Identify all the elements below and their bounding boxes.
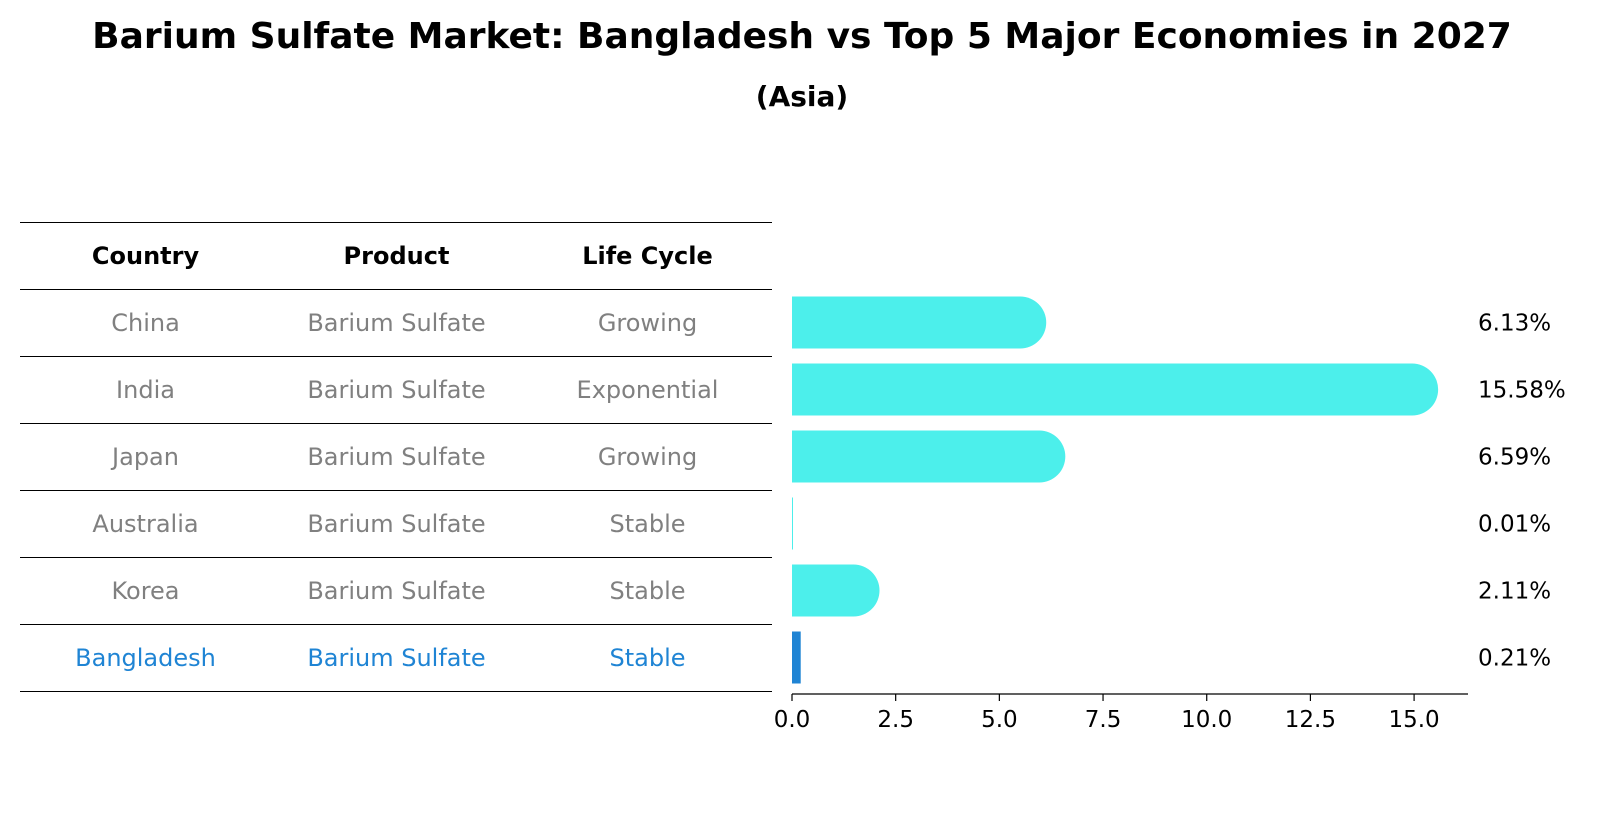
bar-japan xyxy=(792,430,1066,483)
table-cell: Stable xyxy=(609,576,686,605)
table-cell: Barium Sulfate xyxy=(307,643,486,672)
x-tick-label: 15.0 xyxy=(1388,707,1439,733)
value-label: 6.59% xyxy=(1478,445,1551,471)
table-cell: Barium Sulfate xyxy=(307,576,486,605)
table-header-cell: Country xyxy=(91,241,200,270)
table-cell: Barium Sulfate xyxy=(307,509,486,538)
table-rule xyxy=(20,289,772,290)
bar-australia xyxy=(792,497,793,550)
table-cell: Growing xyxy=(597,442,698,471)
x-tick-label: 7.5 xyxy=(1085,707,1122,733)
table-cell: Barium Sulfate xyxy=(307,375,486,404)
table-cell: Stable xyxy=(609,509,686,538)
x-tick-label: 12.5 xyxy=(1285,707,1336,733)
bar-india xyxy=(792,363,1439,416)
x-tick-label: 5.0 xyxy=(981,707,1018,733)
value-label: 0.21% xyxy=(1478,646,1551,672)
table-cell: Barium Sulfate xyxy=(307,308,486,337)
table-rule xyxy=(20,490,772,491)
bar-china xyxy=(792,296,1047,349)
table-rule xyxy=(20,356,772,357)
bar-bangladesh xyxy=(792,631,801,684)
bar-korea xyxy=(792,564,880,617)
chart-subtitle: (Asia) xyxy=(755,80,849,113)
value-label: 0.01% xyxy=(1478,512,1551,538)
value-label: 2.11% xyxy=(1478,579,1551,605)
x-tick-label: 0.0 xyxy=(774,707,811,733)
value-label: 15.58% xyxy=(1478,378,1566,404)
table-header-cell: Product xyxy=(343,241,450,270)
table-cell: Growing xyxy=(597,308,698,337)
table-rule xyxy=(20,691,772,692)
table-cell: China xyxy=(111,308,180,337)
table-cell: India xyxy=(116,375,175,404)
table-rule xyxy=(20,557,772,558)
table-rule xyxy=(20,423,772,424)
value-label: 6.13% xyxy=(1478,311,1551,337)
table-cell: Australia xyxy=(92,509,199,538)
chart-title: Barium Sulfate Market: Bangladesh vs Top… xyxy=(92,16,1512,57)
table-cell: Japan xyxy=(112,442,179,471)
table-cell: Barium Sulfate xyxy=(307,442,486,471)
table-cell: Bangladesh xyxy=(75,643,216,672)
table-header-cell: Life Cycle xyxy=(582,241,713,270)
x-tick-label: 10.0 xyxy=(1181,707,1232,733)
table-cell: Korea xyxy=(111,576,180,605)
table-cell: Stable xyxy=(609,643,686,672)
x-tick-label: 2.5 xyxy=(877,707,914,733)
table-rule xyxy=(20,624,772,625)
table-cell: Exponential xyxy=(576,375,719,404)
table-rule xyxy=(20,222,772,223)
